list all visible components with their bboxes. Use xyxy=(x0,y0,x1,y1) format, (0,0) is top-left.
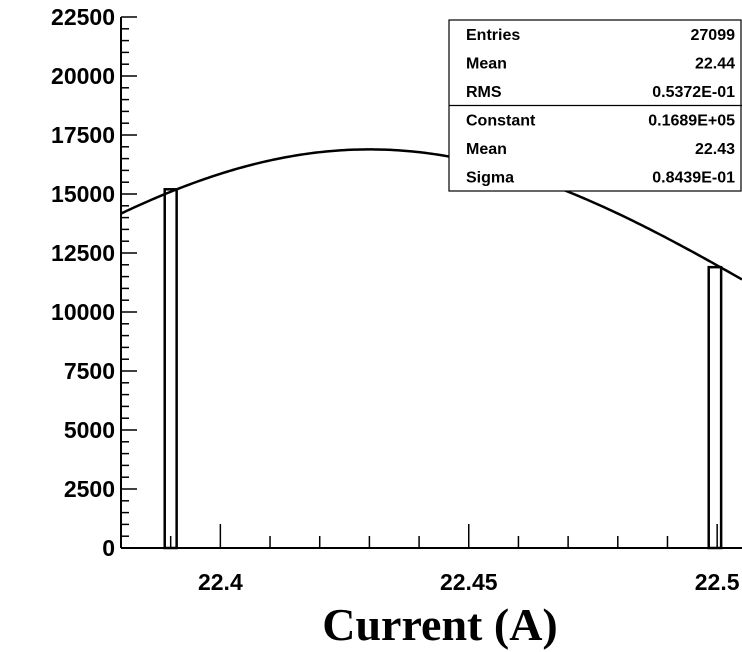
histogram-bar xyxy=(707,265,723,550)
stats-label: Sigma xyxy=(466,170,514,187)
y-tick-label: 0 xyxy=(102,535,115,561)
fit-curve-group xyxy=(120,148,742,281)
y-tick-label: 10000 xyxy=(51,299,115,325)
x-tick-label: 22.4 xyxy=(198,569,243,595)
stats-label: Mean xyxy=(466,56,507,73)
histogram-bars xyxy=(163,188,723,550)
stats-box: Entries 27099 Mean 22.44 RMS 0.5372E-01 Consta… xyxy=(448,19,742,192)
stats-label: Mean xyxy=(466,141,507,158)
y-tick-label: 20000 xyxy=(51,63,115,89)
histogram-bar xyxy=(163,188,178,550)
gaussian-fit-curve xyxy=(120,148,742,281)
y-tick-label: 2500 xyxy=(64,476,115,502)
stats-label: RMS xyxy=(466,84,502,101)
y-tick-label: 7500 xyxy=(64,358,115,384)
y-axis: 0 2500 5000 7500 10000 12500 15000 17500 20000 22… xyxy=(51,4,137,561)
y-tick-label: 12500 xyxy=(51,240,115,266)
stats-value: 0.1689E+05 xyxy=(648,113,735,130)
x-tick-label: 22.5 xyxy=(695,569,740,595)
x-axis-title: Current (A) xyxy=(322,599,557,650)
stats-value: 27099 xyxy=(691,27,736,44)
y-tick-label: 17500 xyxy=(51,122,115,148)
x-axis: 22.4 22.45 22.5 xyxy=(120,524,742,595)
stats-label: Constant xyxy=(466,113,536,130)
stats-value: 0.5372E-01 xyxy=(652,84,735,101)
stats-label: Entries xyxy=(466,27,520,44)
x-tick-label: 22.45 xyxy=(440,569,498,595)
y-tick-label: 22500 xyxy=(51,4,115,30)
stats-value: 22.43 xyxy=(695,141,735,158)
stats-value: 0.8439E-01 xyxy=(652,170,735,187)
y-tick-label: 15000 xyxy=(51,181,115,207)
stats-value: 22.44 xyxy=(695,56,735,73)
y-tick-label: 5000 xyxy=(64,417,115,443)
